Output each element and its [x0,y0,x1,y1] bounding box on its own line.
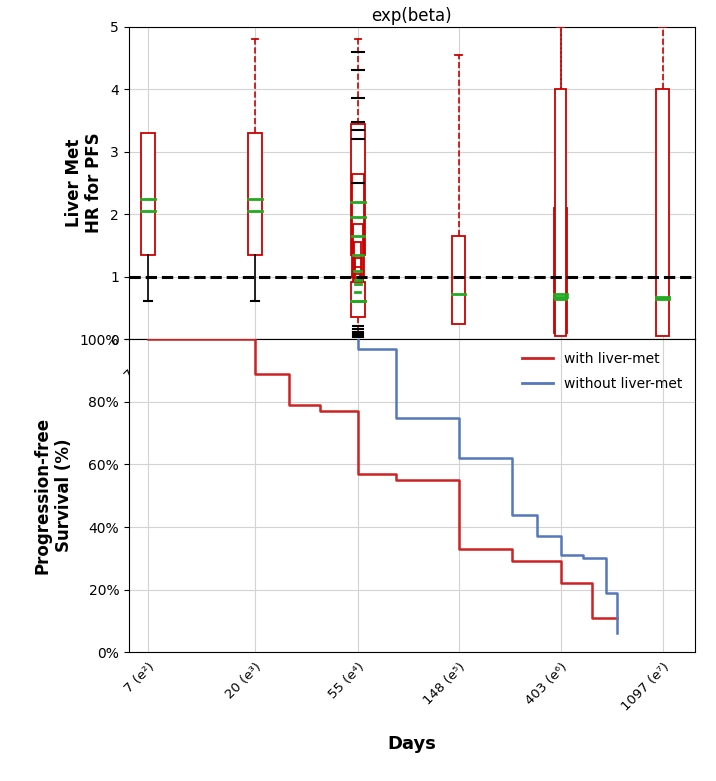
Text: 20 (e³): 20 (e³) [223,348,264,389]
Text: 55 (e⁴): 55 (e⁴) [326,661,367,701]
Bar [352,123,364,255]
Bar [141,133,155,255]
Y-axis label: Liver Met
HR for PFS: Liver Met HR for PFS [64,133,103,234]
Title: exp(beta): exp(beta) [372,7,452,25]
Bar [555,89,566,336]
Bar [352,173,364,276]
Text: 1097 (e⁷): 1097 (e⁷) [619,661,672,713]
Y-axis label: Progression-free
Survival (%): Progression-free Survival (%) [34,417,73,574]
Bar [656,89,669,336]
Text: 1097 (e⁷): 1097 (e⁷) [619,348,672,401]
X-axis label: Days: Days [387,736,436,754]
Bar [248,133,261,255]
Bar [354,242,362,298]
Text: 7 (e²): 7 (e²) [122,348,158,383]
Legend: with liver-met, without liver-met: with liver-met, without liver-met [516,346,687,397]
Bar [355,273,360,313]
Text: 20 (e³): 20 (e³) [223,661,264,701]
Text: 55 (e⁴): 55 (e⁴) [326,348,367,389]
Bar [355,258,361,305]
Text: 403 (e⁶): 403 (e⁶) [523,348,570,394]
Bar [352,282,364,317]
Text: 7 (e²): 7 (e²) [122,661,158,696]
Text: 403 (e⁶): 403 (e⁶) [523,661,570,708]
Bar [452,236,465,323]
Bar [554,208,567,333]
Bar [355,267,361,309]
Text: 148 (e⁵): 148 (e⁵) [421,348,468,394]
Text: 148 (e⁵): 148 (e⁵) [421,661,468,708]
Bar [353,223,362,286]
